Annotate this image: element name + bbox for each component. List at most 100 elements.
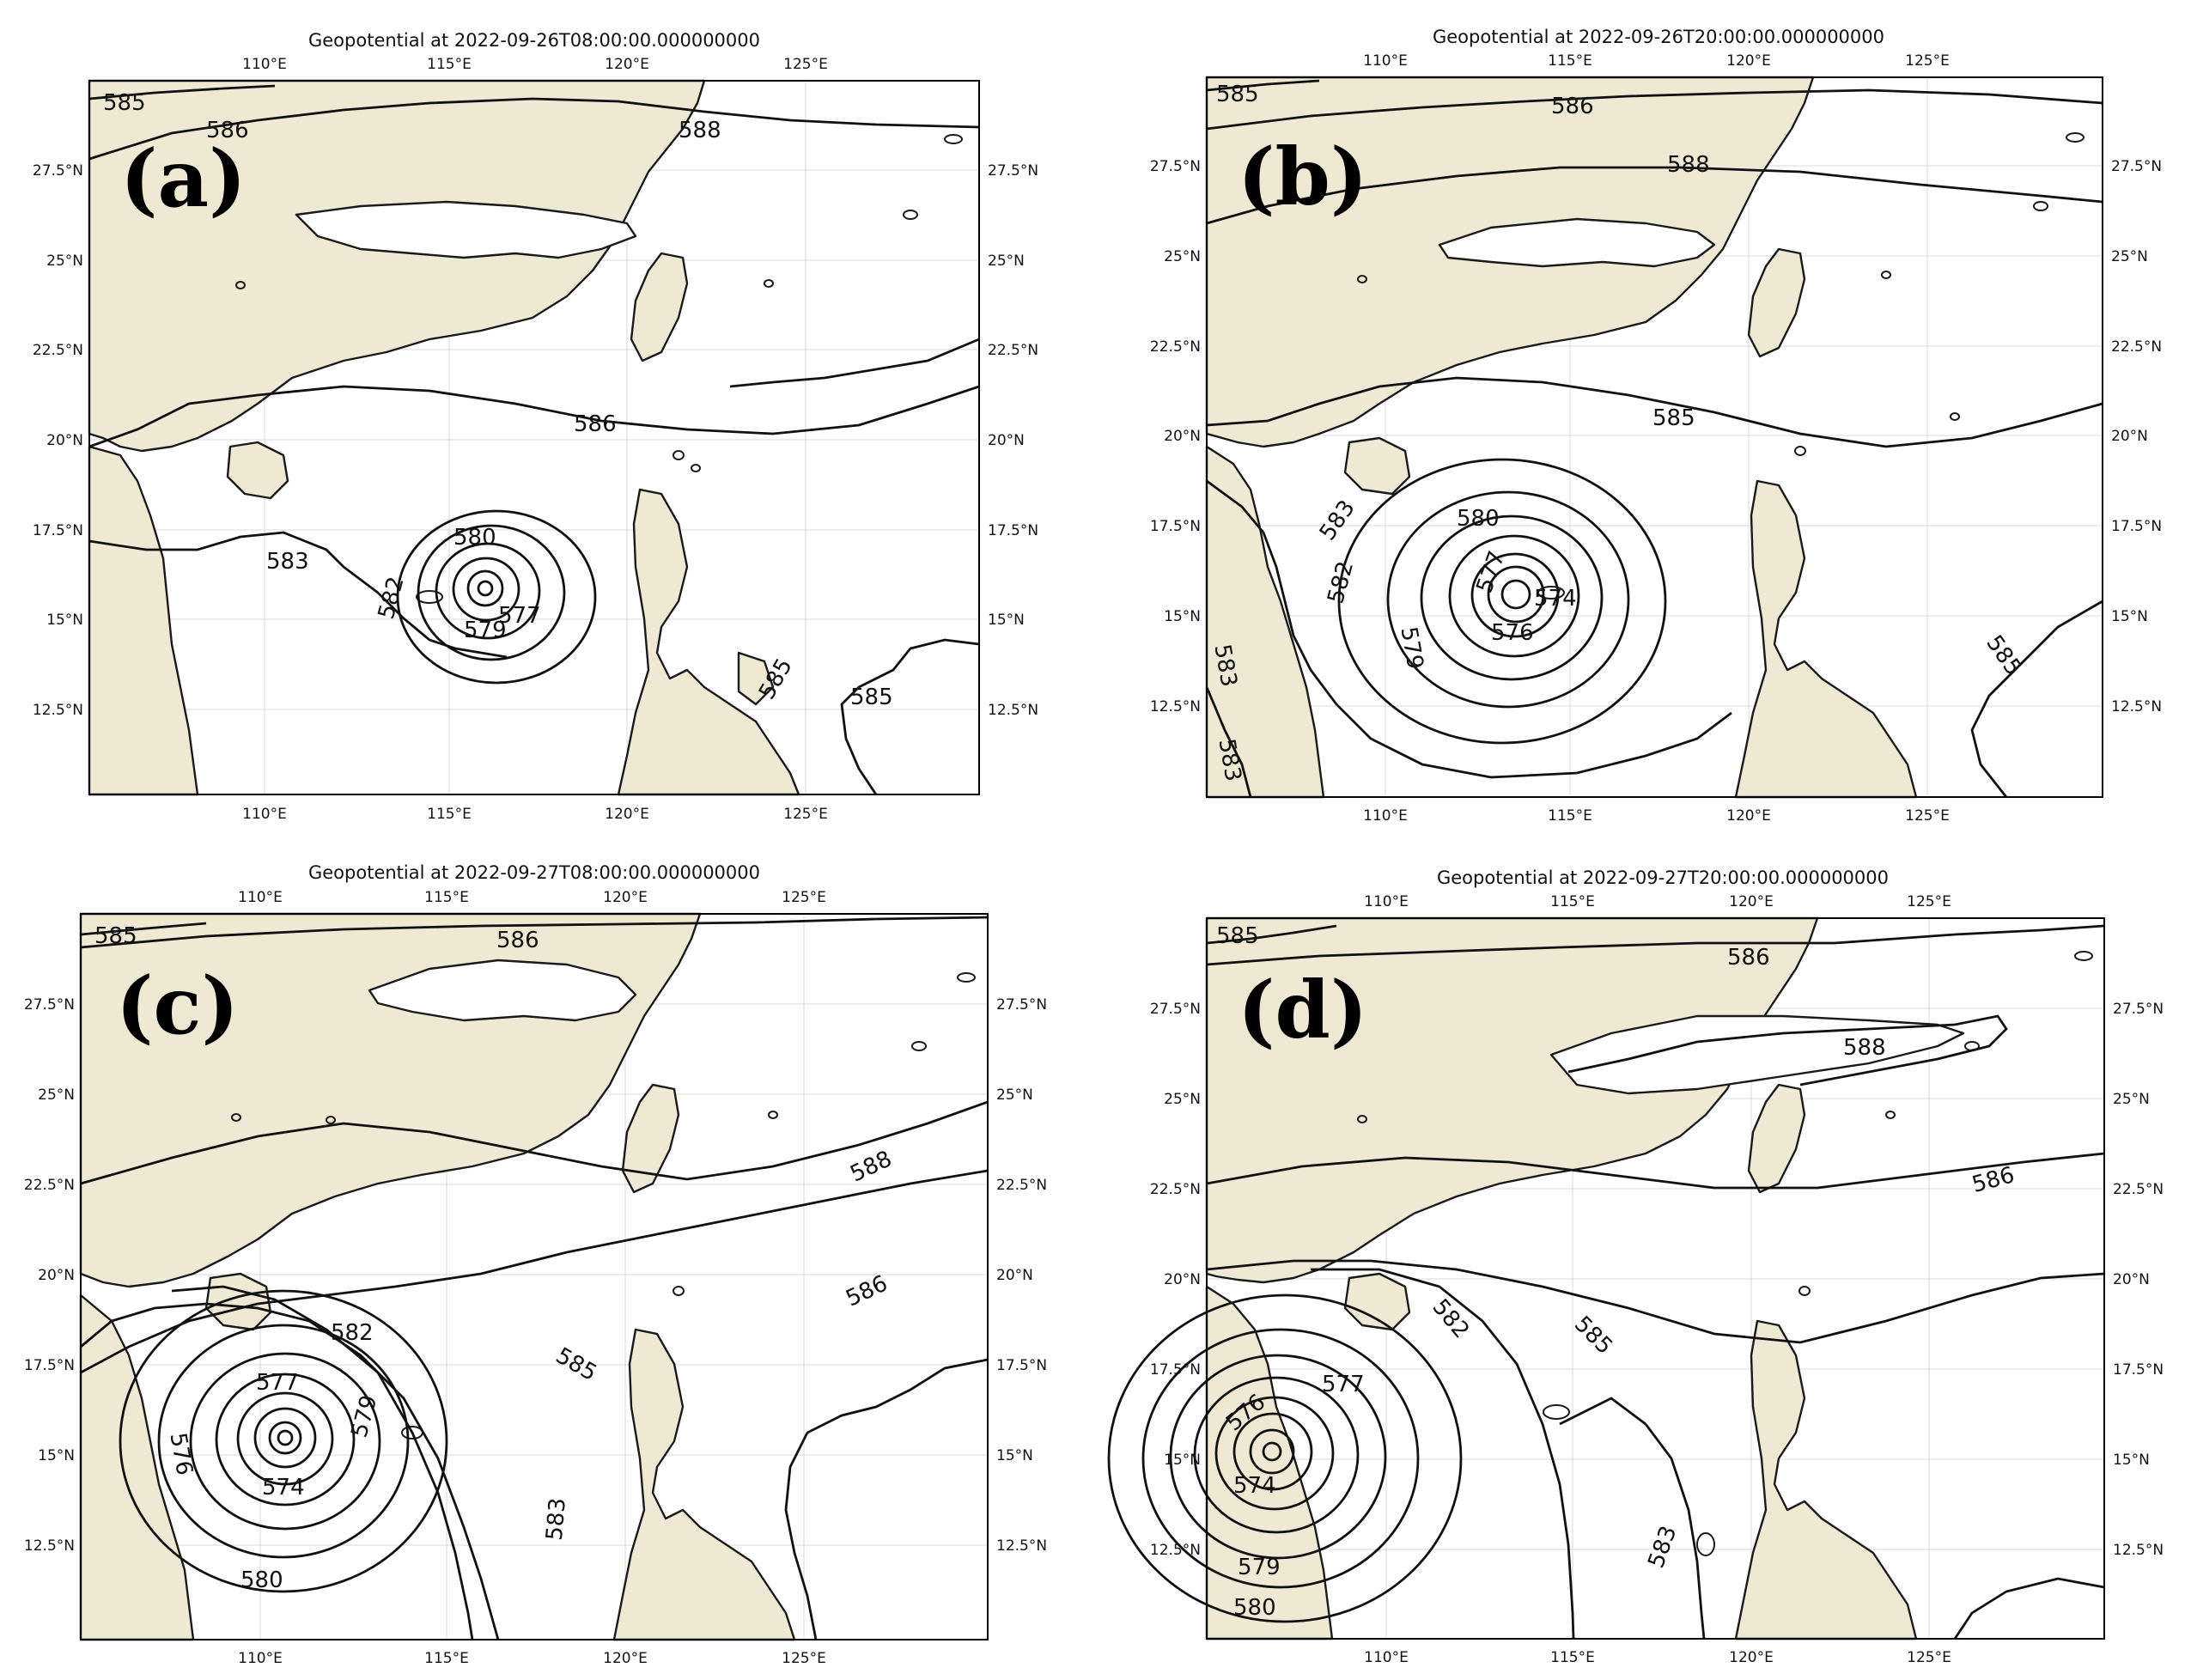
contour-label: 577 [1471,548,1510,597]
y-tick-left: 27.5°N [1150,158,1201,175]
y-tick-left: 17.5°N [1150,1361,1201,1379]
contour-label: 583 [1643,1523,1682,1572]
y-tick-right: 17.5°N [996,1357,1047,1374]
contour-label: 582 [1323,558,1359,606]
y-tick-right: 20°N [2111,428,2148,445]
land-mass [88,79,800,796]
x-tick-top: 115°E [1550,893,1595,910]
contour-label: 585 [1216,82,1259,107]
x-tick-bottom: 115°E [427,806,472,823]
contour-lines [1107,924,2105,1640]
y-tick-right: 20°N [988,432,1025,449]
x-tick-bottom: 110°E [242,806,287,823]
x-tick-top: 125°E [783,56,828,73]
y-tick-right: 22.5°N [996,1177,1047,1194]
y-tick-left: 22.5°N [24,1177,75,1194]
contour-label: 580 [1233,1595,1276,1621]
x-tick-top: 120°E [1729,893,1774,910]
y-tick-right: 17.5°N [988,522,1038,539]
contour-label: 580 [240,1567,283,1593]
contour-label: 576 [165,1431,198,1477]
contour-label: 577 [498,603,541,629]
y-tick-left: 25°N [46,253,83,270]
land-mass [1205,76,1918,799]
land-mass [1205,916,1965,1640]
y-tick-right: 22.5°N [2113,1181,2164,1198]
x-tick-top: 120°E [603,889,648,906]
x-tick-bottom: 110°E [1364,1649,1409,1666]
contour-labels: 585 586 588 586 583 580 582 577 579 585 … [103,90,893,710]
map-panel-a: Geopotential at 2022-09-26T08:00:00.0000… [0,0,1095,840]
contour-label: 582 [1427,1294,1475,1343]
contour-label: 585 [103,90,146,116]
map-panel-d: Geopotential at 2022-09-27T20:00:00.0000… [1096,840,2191,1680]
panel-label: (a) [120,132,246,225]
contour-label: 585 [1569,1312,1617,1360]
contour-lines [80,916,989,1640]
y-tick-right: 17.5°N [2113,1361,2164,1379]
map-panel-b: Geopotential at 2022-09-26T20:00:00.0000… [1096,0,2191,840]
x-tick-bottom: 125°E [1905,807,1950,825]
y-tick-left: 12.5°N [24,1537,75,1555]
map-canvas-b: Geopotential at 2022-09-26T20:00:00.0000… [1150,27,2162,825]
y-tick-right: 12.5°N [2113,1542,2164,1559]
y-tick-left: 27.5°N [24,996,75,1013]
contour-label: 588 [679,118,721,143]
contour-label: 579 [347,1392,383,1440]
contour-label: 583 [266,549,309,575]
x-tick-top: 120°E [605,56,649,73]
y-tick-left: 22.5°N [1150,1181,1201,1198]
contour-label: 588 [1843,1035,1886,1061]
contour-label: 586 [1727,945,1770,971]
panel-label: (c) [116,959,239,1052]
contour-label: 586 [206,118,249,143]
contour-label: 576 [1491,620,1534,646]
x-tick-bottom: 120°E [1729,1649,1774,1666]
contour-label: 586 [842,1270,892,1312]
y-tick-right: 25°N [2113,1091,2150,1108]
x-tick-bottom: 115°E [1550,1649,1595,1666]
x-tick-bottom: 120°E [603,1650,648,1667]
x-tick-top: 110°E [1363,52,1408,70]
panel-label: (d) [1238,964,1367,1056]
y-tick-right: 27.5°N [996,996,1047,1013]
y-tick-left: 22.5°N [1150,338,1201,356]
y-tick-left: 17.5°N [24,1357,75,1374]
x-tick-bottom: 120°E [605,806,649,823]
x-tick-bottom: 125°E [1907,1649,1951,1666]
contour-label: 585 [94,923,137,949]
land-mass [79,912,796,1641]
y-tick-right: 15°N [988,612,1025,629]
map-canvas-d: Geopotential at 2022-09-27T20:00:00.0000… [1107,867,2164,1666]
panel-title: Geopotential at 2022-09-27T20:00:00.0000… [1437,867,1889,888]
y-tick-right: 25°N [988,253,1025,270]
y-tick-left: 25°N [38,1087,75,1104]
contour-label: 574 [1534,586,1577,612]
y-tick-right: 15°N [2113,1452,2150,1469]
y-tick-right: 22.5°N [988,342,1038,359]
x-tick-top: 125°E [782,889,826,906]
y-tick-right: 27.5°N [2111,158,2162,175]
x-tick-bottom: 120°E [1726,807,1771,825]
y-tick-right: 15°N [2111,608,2148,625]
x-tick-top: 115°E [427,56,472,73]
contour-label: 588 [846,1146,896,1187]
map-canvas-c: Geopotential at 2022-09-27T08:00:00.0000… [24,862,1047,1667]
x-tick-top: 125°E [1907,893,1951,910]
x-tick-bottom: 125°E [783,806,828,823]
y-tick-left: 15°N [1164,608,1201,625]
x-tick-top: 120°E [1726,52,1771,70]
contour-label: 585 [850,685,893,710]
contour-label: 580 [453,525,496,551]
y-tick-right: 20°N [996,1267,1033,1284]
y-tick-right: 15°N [996,1447,1033,1464]
y-tick-left: 15°N [38,1447,75,1464]
y-tick-right: 27.5°N [2113,1001,2164,1018]
contour-label: 583 [542,1497,571,1542]
y-tick-right: 20°N [2113,1271,2150,1288]
contour-label: 579 [1238,1555,1281,1580]
x-tick-bottom: 110°E [1363,807,1408,825]
contour-lines [88,84,980,795]
contour-label: 586 [1551,94,1594,119]
y-tick-right: 12.5°N [996,1537,1047,1555]
